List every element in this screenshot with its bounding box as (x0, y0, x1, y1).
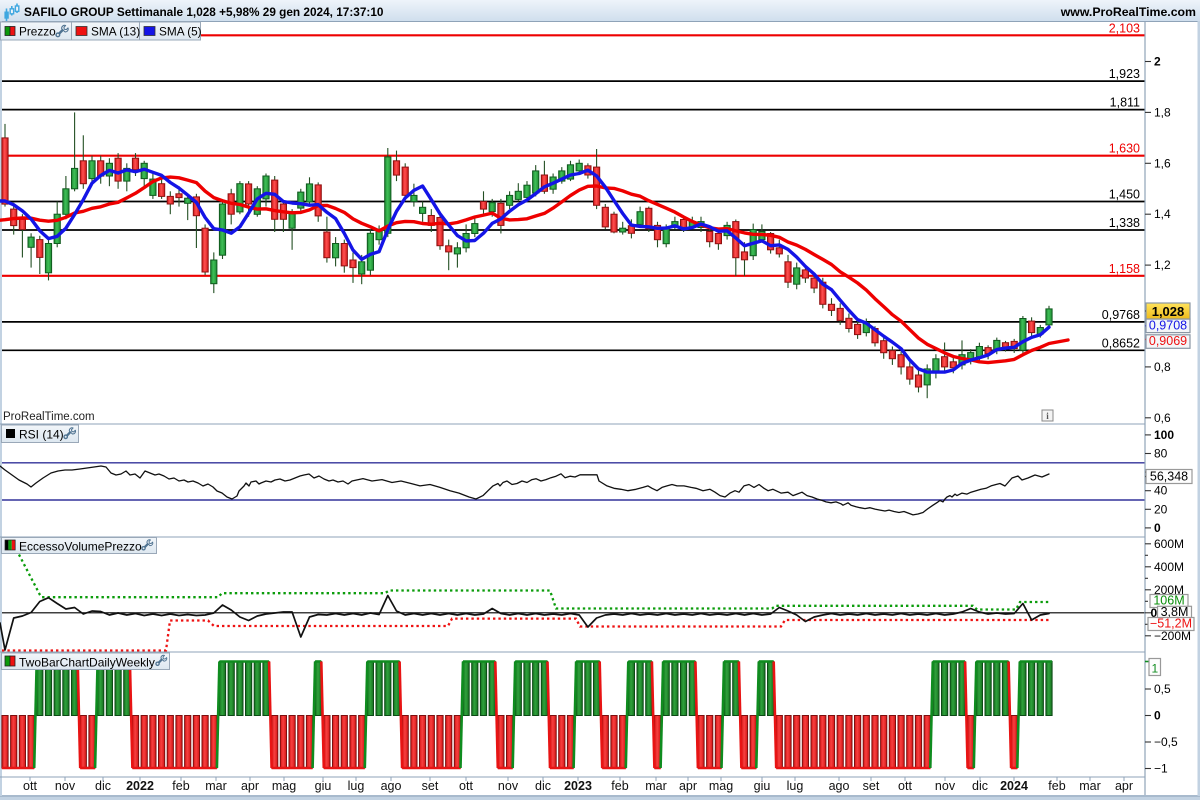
svg-text:−0,5: −0,5 (1154, 735, 1178, 749)
svg-text:www.ProRealTime.com: www.ProRealTime.com (1060, 5, 1196, 19)
svg-text:EccessoVolumePrezzo: EccessoVolumePrezzo (19, 540, 142, 554)
svg-text:100: 100 (1154, 428, 1174, 442)
svg-text:mar: mar (1079, 779, 1101, 793)
svg-text:1,450: 1,450 (1109, 188, 1140, 202)
svg-text:giu: giu (754, 779, 771, 793)
svg-text:2,103: 2,103 (1109, 21, 1140, 35)
svg-text:mar: mar (645, 779, 667, 793)
svg-text:2024: 2024 (1000, 779, 1028, 793)
svg-text:0,9768: 0,9768 (1102, 308, 1140, 322)
svg-text:mag: mag (272, 779, 296, 793)
svg-text:1,2: 1,2 (1154, 258, 1171, 272)
svg-text:1,158: 1,158 (1109, 262, 1140, 276)
svg-text:ott: ott (23, 779, 37, 793)
svg-text:1,028: 1,028 (1152, 304, 1185, 319)
svg-text:SAFILO GROUP Settimanale 1,028: SAFILO GROUP Settimanale 1,028 +5,98% 29… (24, 5, 384, 19)
svg-text:0,8: 0,8 (1154, 360, 1171, 374)
svg-text:ProRealTime.com: ProRealTime.com (3, 411, 95, 423)
svg-text:nov: nov (498, 779, 519, 793)
svg-text:SMA (13): SMA (13) (91, 25, 140, 39)
svg-text:−51,2M: −51,2M (1150, 616, 1192, 630)
svg-text:2: 2 (1154, 55, 1161, 69)
svg-text:40: 40 (1154, 484, 1168, 498)
svg-text:1,4: 1,4 (1154, 207, 1171, 221)
svg-text:feb: feb (611, 779, 628, 793)
svg-text:mag: mag (709, 779, 733, 793)
svg-text:ago: ago (381, 779, 402, 793)
svg-text:0,8652: 0,8652 (1102, 336, 1140, 350)
svg-text:lug: lug (348, 779, 365, 793)
svg-text:set: set (422, 779, 439, 793)
svg-text:0: 0 (1154, 521, 1161, 535)
svg-text:−200M: −200M (1154, 629, 1191, 643)
svg-text:TwoBarChartDailyWeekly: TwoBarChartDailyWeekly (19, 656, 155, 670)
svg-text:ott: ott (459, 779, 473, 793)
svg-text:80: 80 (1154, 447, 1168, 461)
svg-text:giu: giu (315, 779, 332, 793)
svg-text:56,348: 56,348 (1150, 469, 1188, 483)
svg-text:apr: apr (679, 779, 697, 793)
svg-text:0,5: 0,5 (1154, 682, 1171, 696)
svg-text:dic: dic (95, 779, 111, 793)
svg-text:1,630: 1,630 (1109, 142, 1140, 156)
svg-text:2023: 2023 (564, 779, 592, 793)
svg-text:1,8: 1,8 (1154, 105, 1171, 119)
svg-text:feb: feb (172, 779, 189, 793)
svg-text:0,9708: 0,9708 (1149, 318, 1187, 332)
svg-text:600M: 600M (1154, 537, 1184, 551)
svg-text:i: i (1046, 411, 1049, 421)
svg-text:1,338: 1,338 (1109, 216, 1140, 230)
svg-text:106M: 106M (1153, 593, 1184, 607)
svg-text:400M: 400M (1154, 560, 1184, 574)
svg-text:−1: −1 (1154, 762, 1168, 776)
svg-text:lug: lug (787, 779, 804, 793)
svg-text:0: 0 (1151, 606, 1158, 620)
svg-text:mar: mar (205, 779, 227, 793)
svg-text:0,9069: 0,9069 (1149, 334, 1187, 348)
svg-text:dic: dic (535, 779, 551, 793)
svg-text:nov: nov (55, 779, 76, 793)
svg-text:1,6: 1,6 (1154, 156, 1171, 170)
svg-text:1: 1 (1151, 661, 1158, 675)
svg-text:1,811: 1,811 (1110, 96, 1140, 110)
svg-text:ott: ott (898, 779, 912, 793)
svg-text:1,923: 1,923 (1109, 67, 1140, 81)
svg-text:dic: dic (972, 779, 988, 793)
svg-text:RSI (14): RSI (14) (19, 428, 64, 442)
svg-text:0,6: 0,6 (1154, 411, 1171, 425)
svg-text:Prezzo: Prezzo (19, 25, 56, 39)
svg-text:SMA (5): SMA (5) (159, 25, 202, 39)
svg-text:ago: ago (829, 779, 850, 793)
svg-text:feb: feb (1048, 779, 1065, 793)
svg-text:200M: 200M (1154, 583, 1184, 597)
svg-text:3,8M: 3,8M (1161, 605, 1189, 619)
svg-text:set: set (863, 779, 880, 793)
svg-text:nov: nov (935, 779, 956, 793)
svg-text:apr: apr (1115, 779, 1133, 793)
svg-text:0: 0 (1154, 709, 1161, 723)
svg-text:20: 20 (1154, 502, 1168, 516)
svg-text:apr: apr (241, 779, 259, 793)
svg-text:2022: 2022 (126, 779, 154, 793)
